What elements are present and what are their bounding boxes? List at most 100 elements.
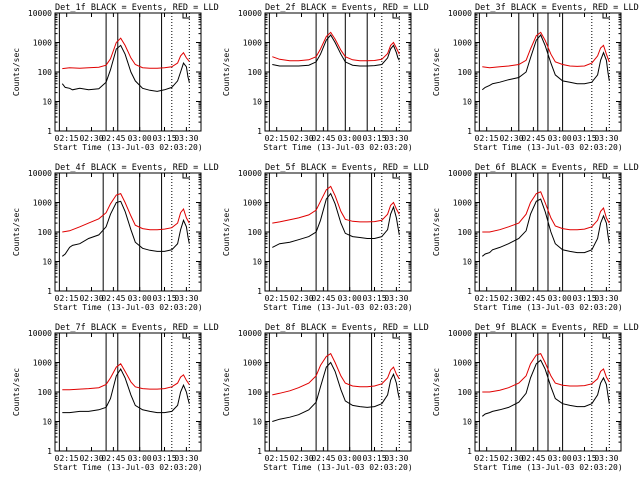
y-tick-label: 1000 xyxy=(453,359,472,368)
x-tick-label: 03:15 xyxy=(362,134,386,143)
interval-bracket xyxy=(602,333,610,339)
y-tick-label: 10000 xyxy=(448,329,472,338)
x-tick-label: 03:30 xyxy=(174,454,198,463)
y-axis-label: Counts/sec xyxy=(432,208,441,256)
series-events-line xyxy=(481,359,610,417)
y-tick-label: 1 xyxy=(467,287,472,296)
interval-bracket xyxy=(602,173,610,179)
y-tick-label: 1 xyxy=(47,447,52,456)
x-tick-label: 03:15 xyxy=(362,454,386,463)
x-tick-label: 03:30 xyxy=(174,134,198,143)
y-tick-label: 10000 xyxy=(28,169,52,178)
series-lld-line xyxy=(272,185,400,224)
series-events-line xyxy=(272,192,400,248)
y-tick-label: 10000 xyxy=(238,329,262,338)
series-events-line xyxy=(272,34,400,67)
panel-det2: Det_2f BLACK = Events, RED = LLD 1 10 100 10… xyxy=(222,3,429,152)
y-tick-label: 100 xyxy=(458,68,473,77)
panel-title: Det_5f BLACK = Events, RED = LLD xyxy=(265,163,429,173)
series-lld-line xyxy=(482,352,610,393)
panel-det3: Det_3f BLACK = Events, RED = LLD 1 10 100 10… xyxy=(432,3,639,152)
x-tick-label: 02:30 xyxy=(79,294,103,303)
panel-title: Det_2f BLACK = Events, RED = LLD xyxy=(265,3,429,13)
x-tick-label: 03:30 xyxy=(594,454,618,463)
series-events-line xyxy=(61,44,190,92)
y-tick-label: 100 xyxy=(248,68,263,77)
plot-frame xyxy=(54,172,202,292)
series-lld-line xyxy=(62,363,190,391)
series-events-line xyxy=(61,200,190,257)
x-tick-label: 02:15 xyxy=(55,454,79,463)
panel-det5: Det_5f BLACK = Events, RED = LLD 1 10 100 10… xyxy=(222,163,429,312)
panel-det1: Det_1f BLACK = Events, RED = LLD 1 10 100 10… xyxy=(12,3,219,152)
y-axis-label: Counts/sec xyxy=(432,368,441,416)
x-axis-label: Start Time (13-Jul-03 02:03:20) xyxy=(473,143,622,152)
panel-title: Det_9f BLACK = Events, RED = LLD xyxy=(475,323,639,333)
x-tick-label: 02:45 xyxy=(521,134,545,143)
interval-bracket xyxy=(392,13,400,19)
x-tick-label: 02:15 xyxy=(265,454,289,463)
y-tick-label: 1 xyxy=(467,127,472,136)
series-lld-line xyxy=(272,352,400,396)
x-axis-label: Start Time (13-Jul-03 02:03:20) xyxy=(53,463,202,472)
y-axis-label: Counts/sec xyxy=(12,48,21,96)
y-tick-label: 1000 xyxy=(243,39,262,48)
x-tick-label: 03:00 xyxy=(338,134,362,143)
x-tick-label: 02:30 xyxy=(499,134,523,143)
x-tick-label: 02:30 xyxy=(79,454,103,463)
x-axis-label: Start Time (13-Jul-03 02:03:20) xyxy=(473,303,622,312)
y-tick-label: 10 xyxy=(252,98,262,107)
panel-det9: Det_9f BLACK = Events, RED = LLD 1 10 100 10… xyxy=(432,323,639,472)
x-tick-label: 02:45 xyxy=(101,294,125,303)
y-axis-label: Counts/sec xyxy=(222,208,231,256)
interval-bracket xyxy=(392,333,400,339)
plot-frame xyxy=(54,332,202,452)
x-axis-label: Start Time (13-Jul-03 02:03:20) xyxy=(263,463,412,472)
x-tick-label: 02:30 xyxy=(289,134,313,143)
x-axis-label: Start Time (13-Jul-03 02:03:20) xyxy=(263,303,412,312)
plot-frame xyxy=(54,12,202,132)
y-tick-label: 10 xyxy=(252,418,262,427)
x-axis-label: Start Time (13-Jul-03 02:03:20) xyxy=(53,303,202,312)
y-axis-label: Counts/sec xyxy=(432,48,441,96)
x-tick-label: 02:45 xyxy=(521,454,545,463)
y-axis-label: Counts/sec xyxy=(12,208,21,256)
x-tick-label: 02:30 xyxy=(499,294,523,303)
y-axis-label: Counts/sec xyxy=(222,368,231,416)
series-events-line xyxy=(62,367,190,414)
plot-frame xyxy=(264,172,412,292)
x-tick-label: 03:30 xyxy=(594,294,618,303)
y-tick-label: 1 xyxy=(47,127,52,136)
x-tick-label: 03:30 xyxy=(384,134,408,143)
y-tick-label: 10 xyxy=(462,418,472,427)
series-events-line xyxy=(272,361,400,422)
x-tick-label: 03:30 xyxy=(384,294,408,303)
panel-det4: Det_4f BLACK = Events, RED = LLD 1 10 100 10… xyxy=(12,163,219,312)
interval-bracket xyxy=(602,13,610,19)
x-tick-label: 02:15 xyxy=(55,134,79,143)
x-tick-label: 03:00 xyxy=(548,134,572,143)
interval-bracket xyxy=(182,333,190,339)
x-tick-label: 02:45 xyxy=(521,294,545,303)
x-tick-label: 03:15 xyxy=(572,134,596,143)
y-tick-label: 100 xyxy=(38,388,53,397)
y-tick-label: 100 xyxy=(248,228,263,237)
y-tick-label: 10000 xyxy=(448,169,472,178)
y-tick-label: 10 xyxy=(462,258,472,267)
x-tick-label: 03:00 xyxy=(548,454,572,463)
y-tick-label: 10000 xyxy=(28,329,52,338)
y-tick-label: 10 xyxy=(462,98,472,107)
x-tick-label: 03:30 xyxy=(594,134,618,143)
y-tick-label: 10 xyxy=(42,418,52,427)
panel-det7: Det_7f BLACK = Events, RED = LLD 1 10 100 10… xyxy=(12,323,219,472)
x-axis-label: Start Time (13-Jul-03 02:03:20) xyxy=(263,143,412,152)
y-tick-label: 1 xyxy=(257,447,262,456)
x-tick-label: 03:00 xyxy=(338,454,362,463)
x-axis-label: Start Time (13-Jul-03 02:03:20) xyxy=(53,143,202,152)
panel-title: Det_1f BLACK = Events, RED = LLD xyxy=(55,3,219,13)
y-tick-label: 100 xyxy=(248,388,263,397)
x-tick-label: 02:30 xyxy=(289,294,313,303)
panel-title: Det_3f BLACK = Events, RED = LLD xyxy=(475,3,639,13)
x-tick-label: 02:45 xyxy=(311,134,335,143)
y-tick-label: 10000 xyxy=(28,9,52,18)
